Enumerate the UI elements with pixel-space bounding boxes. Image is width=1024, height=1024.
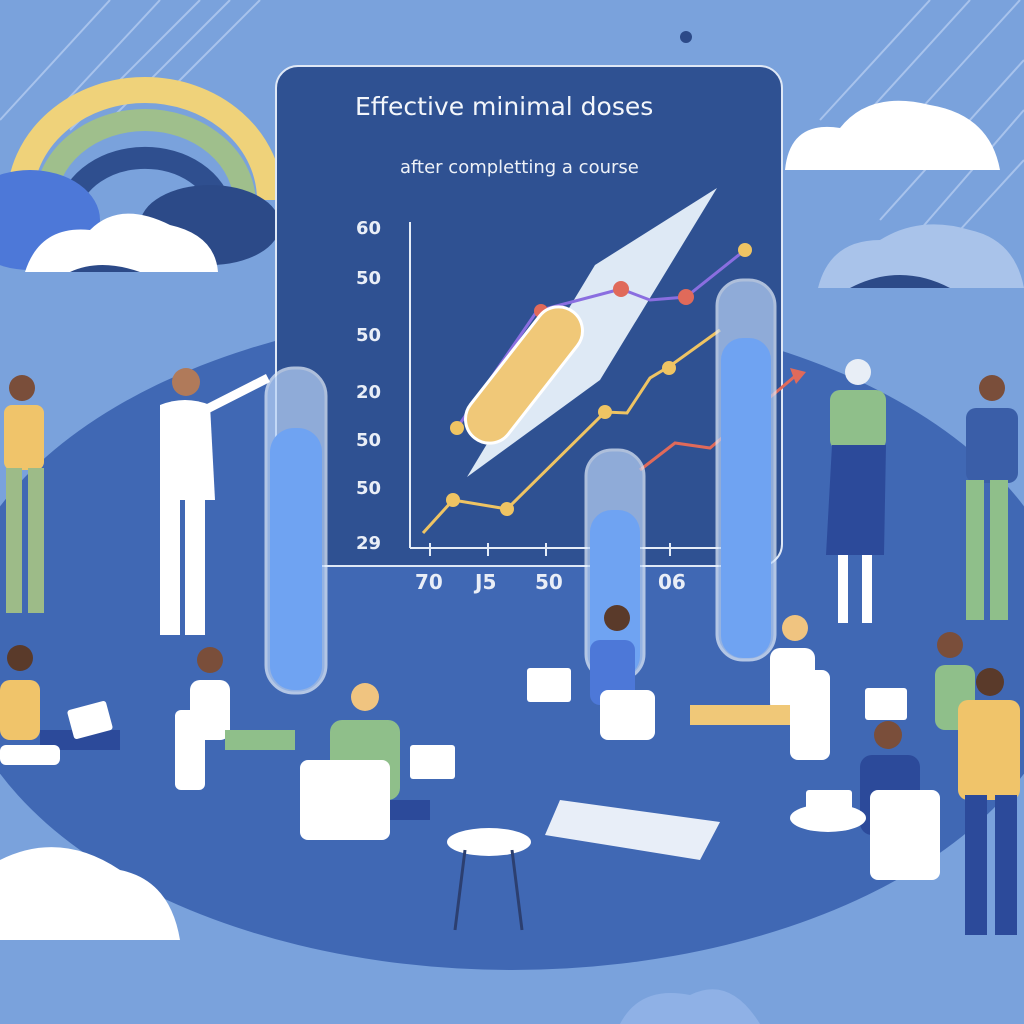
person-standing-right-1 [826,359,886,623]
chairs [0,670,940,880]
test-tube-left [264,366,328,695]
chart-subtitle: after completting a course [400,157,639,178]
red-arrowhead [790,368,806,384]
yellow-series-point [662,361,676,375]
y-tick-label: 50 [356,430,382,451]
cloud-bottom-left [0,847,180,940]
dot-decoration [680,31,692,43]
x-tick-label: 70 [415,570,443,594]
y-tick-label: 29 [356,533,382,554]
clouds-right [785,100,1024,288]
y-tick-label: 60 [356,218,382,239]
yellow-series-point [446,493,460,507]
y-tick-label: 20 [356,382,382,403]
y-tick-label: 50 [356,478,382,499]
capsule [464,305,584,445]
purple-series-point [678,289,694,305]
cloud-bottom [620,989,760,1024]
purple-series-point [450,421,464,435]
x-tick-label: 50 [535,570,563,594]
purple-series-point [738,243,752,257]
y-tick-label: 50 [356,325,382,346]
test-tube-right [715,278,777,662]
person-standing-left [4,375,44,613]
coffee-tables [447,800,866,931]
x-tick-label: 06 [658,570,686,594]
chart-title: Effective minimal doses [355,92,654,121]
purple-series-point [613,281,629,297]
y-tick-label: 50 [356,268,382,289]
x-axis-ticks [429,543,671,556]
chart-panel [275,65,783,567]
yellow-series-point [598,405,612,419]
person-presenter [160,368,271,635]
person-standing-right-2 [966,375,1018,620]
yellow-series-point [500,502,514,516]
x-tick-label: J5 [475,570,497,594]
clouds-left [0,170,280,272]
test-tube-middle [584,448,646,682]
series-purple-line [455,248,746,429]
